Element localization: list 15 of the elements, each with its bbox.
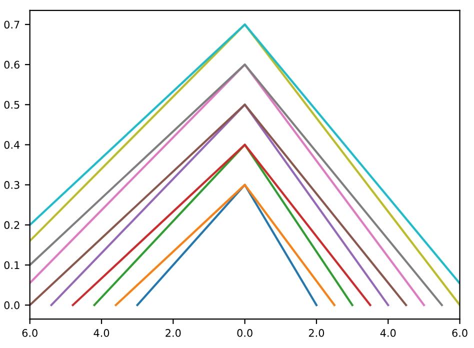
x-tick-label: 6.0	[452, 329, 468, 337]
y-tick-label: 0.7	[4, 20, 20, 29]
y-tick-label: 0.6	[4, 60, 20, 69]
y-tick-label: 0.1	[4, 261, 20, 270]
y-tick-label: 0.5	[4, 100, 20, 109]
x-tick-label: 4.0	[94, 329, 110, 337]
x-tick-label: 0.0	[237, 329, 252, 337]
x-tick-label: 6.0	[22, 329, 38, 337]
x-tick-label: 4.0	[380, 329, 396, 337]
y-tick-label: 0.3	[4, 181, 20, 189]
x-tick-label: 2.0	[308, 329, 324, 337]
y-tick-label: 0.4	[4, 140, 20, 149]
x-tick-label: 2.0	[166, 329, 181, 337]
y-tick-label: 0.2	[4, 221, 20, 230]
y-tick-label: 0.0	[4, 301, 20, 310]
